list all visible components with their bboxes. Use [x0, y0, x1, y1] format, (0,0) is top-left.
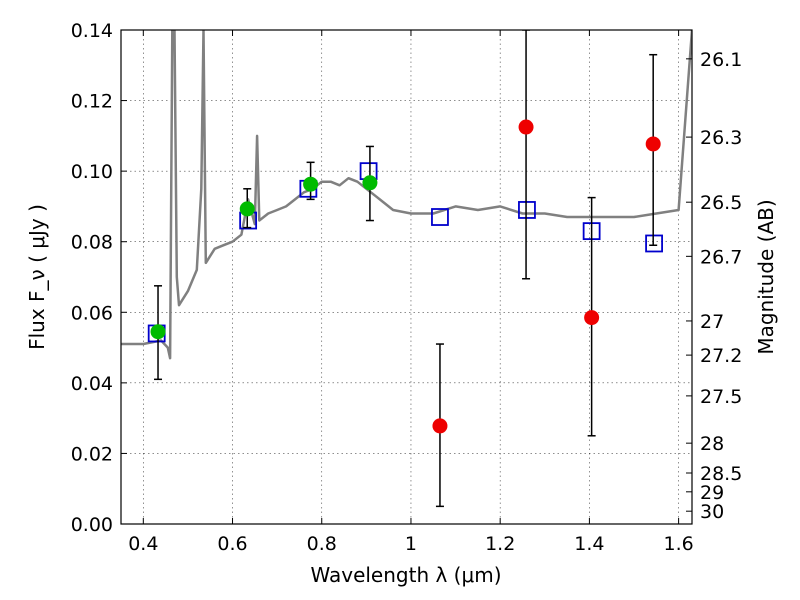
y2-tick-label: 26.5: [700, 192, 742, 214]
x-tick-label: 0.8: [307, 533, 337, 555]
series-0: [121, 30, 692, 360]
y-tick-label: 0.00: [71, 514, 113, 536]
y2-axis-label: Magnitude (AB): [754, 199, 778, 354]
series-3: [432, 30, 661, 508]
x-tick-label: 1.4: [574, 533, 604, 555]
plot-frame: [120, 29, 693, 525]
model-square-point: [518, 201, 536, 219]
y-tick-label: 0.02: [71, 443, 113, 465]
photometry-point: [150, 324, 166, 340]
x-tick-label: 1.6: [664, 533, 694, 555]
photometry-point: [645, 136, 661, 152]
x-tick-label: 0.6: [217, 533, 247, 555]
y2-tick-label: 28: [700, 433, 724, 455]
model-square-point: [431, 208, 449, 226]
x-tick-label: 1.2: [485, 533, 515, 555]
y-tick-label: 0.14: [71, 20, 113, 42]
photometry-point: [239, 201, 255, 217]
photometry-point: [584, 310, 600, 326]
y2-tick-label: 26.7: [700, 246, 742, 268]
photometry-point: [432, 418, 448, 434]
y2-tick-label: 27.5: [700, 386, 742, 408]
x-axis-label: Wavelength λ (μm): [310, 563, 501, 587]
photometry-point: [518, 119, 534, 135]
grid-layer: [121, 29, 692, 525]
y-axis-label: Flux F_ν ( μJy ): [25, 204, 49, 350]
x-tick-label: 0.4: [128, 533, 158, 555]
y2-tick-label: 27: [700, 311, 724, 333]
tick-layer: 0.4 0.6 0.8 1 1.2 1.4 1.6 0.00 0.02 0.04 0.06 0.08 0…: [71, 20, 743, 555]
y-tick-label: 0.08: [71, 232, 113, 254]
y-tick-label: 0.10: [71, 161, 113, 183]
y2-tick-label: 26.3: [700, 127, 742, 149]
y-tick-label: 0.06: [71, 302, 113, 324]
photometry-point: [362, 175, 378, 191]
y2-tick-label: 28.5: [700, 463, 742, 485]
plot-layer: [121, 30, 692, 508]
y-tick-label: 0.12: [71, 91, 113, 113]
y2-tick-label: 27.2: [700, 345, 742, 367]
spectrum-line: [121, 30, 692, 360]
series-2: [150, 145, 378, 381]
x-tick-label: 1: [405, 533, 417, 555]
model-square-point: [645, 234, 663, 253]
y2-tick-label: 30: [700, 501, 724, 523]
y2-tick-label: 29: [700, 482, 724, 504]
y2-tick-label: 26.1: [700, 49, 742, 71]
photometry-point: [303, 176, 319, 192]
y-tick-label: 0.04: [71, 373, 113, 395]
